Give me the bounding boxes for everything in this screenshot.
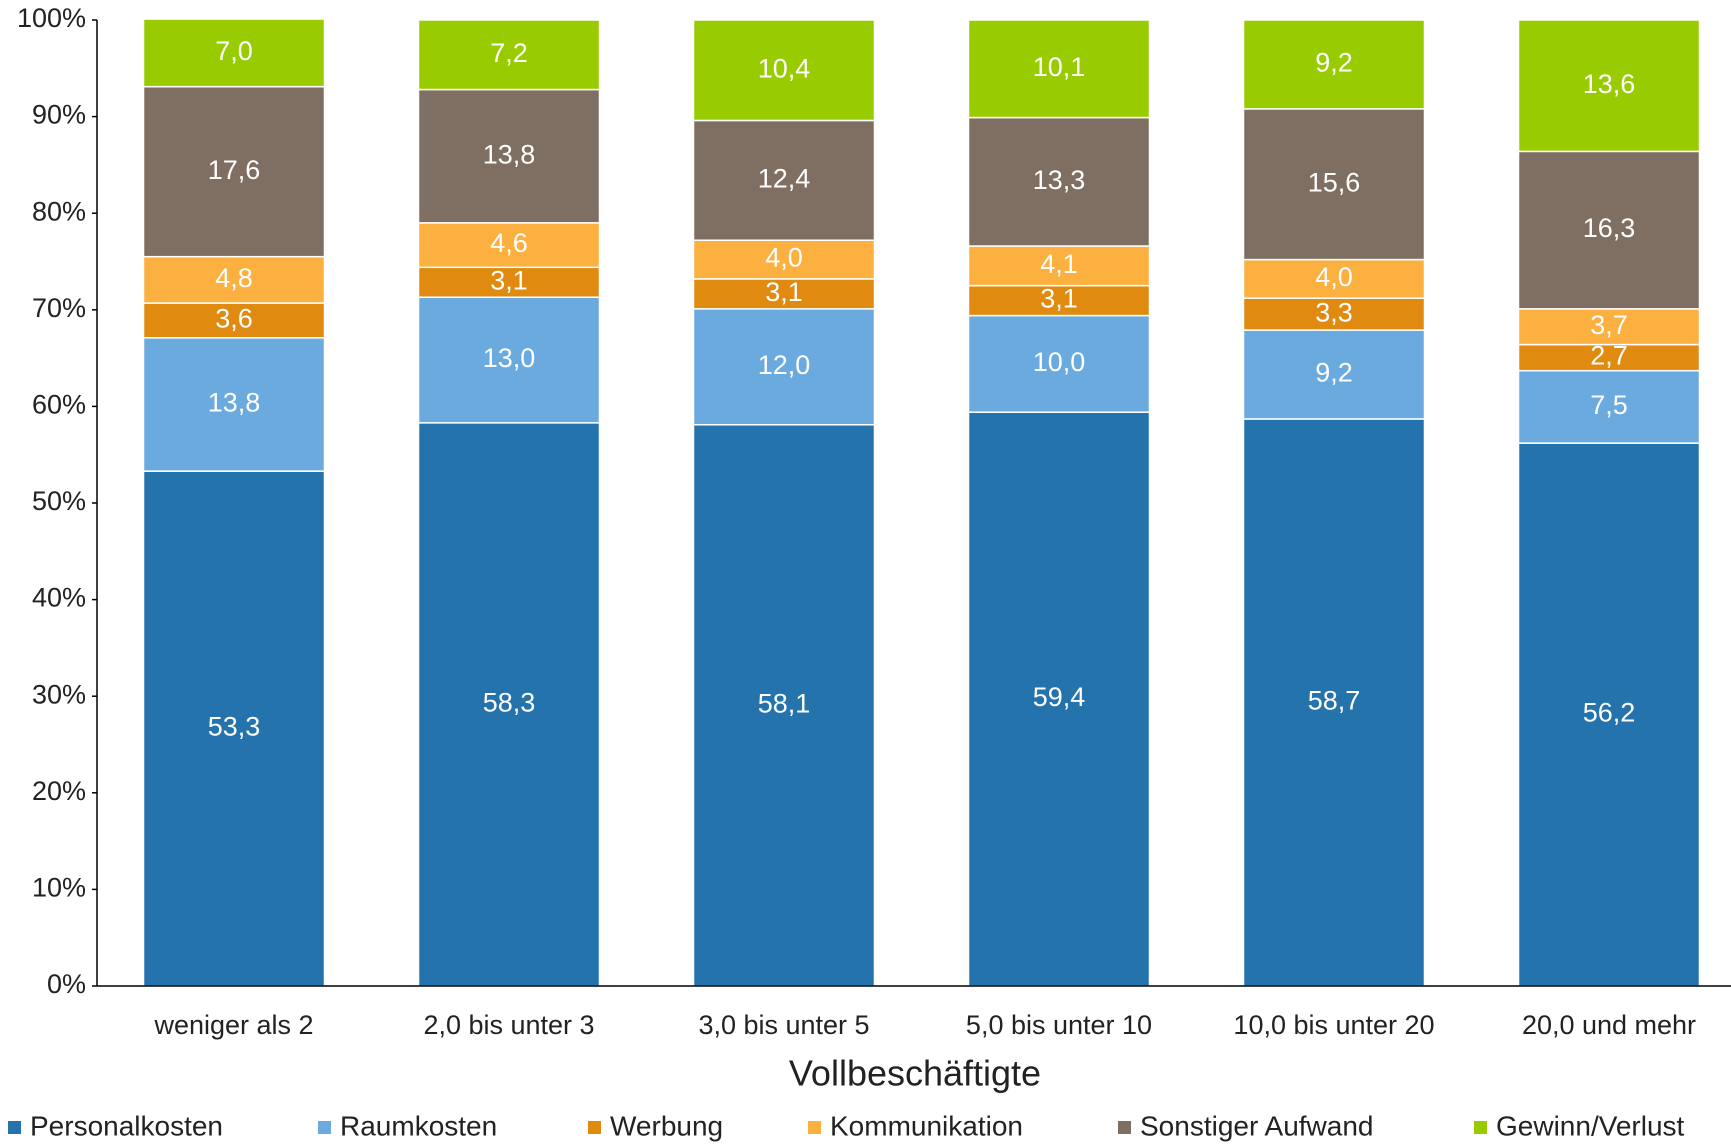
y-tick-label: 100%: [17, 3, 86, 33]
y-tick-label: 50%: [32, 486, 86, 516]
bar-segment: [1242, 19, 1426, 110]
bar-segment: [1517, 150, 1701, 310]
y-tick-label: 80%: [32, 196, 86, 226]
value-label: 10,4: [758, 53, 811, 83]
bar-segment: [1517, 343, 1701, 372]
value-label: 4,0: [765, 243, 803, 273]
x-tick-label: 2,0 bis unter 3: [423, 1010, 594, 1040]
value-label: 17,6: [208, 155, 261, 185]
value-label: 10,0: [1033, 347, 1086, 377]
value-label: 7,2: [490, 38, 528, 68]
x-tick-label: 20,0 und mehr: [1522, 1010, 1696, 1040]
bar-segment: [1242, 108, 1426, 261]
value-label: 13,8: [483, 139, 536, 169]
bar-segment: [692, 119, 876, 241]
bar-segment: [417, 88, 601, 224]
y-tick-label: 30%: [32, 679, 86, 709]
bar-segment: [692, 424, 876, 987]
value-label: 53,3: [208, 712, 261, 742]
bar-segment: [1517, 442, 1701, 987]
bar-segment: [1517, 369, 1701, 444]
value-label: 3,1: [1040, 284, 1078, 314]
legend-marker: [8, 1121, 21, 1134]
legend-marker: [808, 1121, 821, 1134]
value-label: 13,0: [483, 343, 536, 373]
value-label: 3,1: [490, 265, 528, 295]
bar-segment: [417, 222, 601, 269]
bar-segment: [142, 337, 326, 472]
bar-segment: [142, 470, 326, 987]
value-label: 4,8: [215, 263, 253, 293]
bar-segment: [417, 422, 601, 987]
value-label: 7,5: [1590, 390, 1628, 420]
y-tick-label: 40%: [32, 583, 86, 613]
legend-marker: [1474, 1121, 1487, 1134]
y-tick-label: 70%: [32, 293, 86, 323]
value-label: 13,3: [1033, 165, 1086, 195]
bar-segment: [967, 314, 1151, 413]
bar-segment: [1517, 19, 1701, 153]
value-label: 59,4: [1033, 682, 1086, 712]
bar-segment: [967, 19, 1151, 119]
legend-label: Gewinn/Verlust: [1496, 1110, 1685, 1141]
value-label: 12,4: [758, 163, 811, 193]
value-label: 4,0: [1315, 262, 1353, 292]
bar-segment: [1242, 258, 1426, 299]
value-label: 9,2: [1315, 358, 1353, 388]
value-label: 58,3: [483, 688, 536, 718]
legend-label: Personalkosten: [30, 1110, 223, 1141]
value-label: 3,7: [1590, 310, 1628, 340]
y-tick-label: 60%: [32, 390, 86, 420]
bar-segment: [142, 18, 326, 88]
legend-marker: [588, 1121, 601, 1134]
y-tick-label: 20%: [32, 776, 86, 806]
bar-segment: [692, 278, 876, 310]
bar-segment: [967, 116, 1151, 247]
value-label: 9,2: [1315, 48, 1353, 78]
y-tick-label: 10%: [32, 873, 86, 903]
value-label: 3,3: [1315, 297, 1353, 327]
value-label: 2,7: [1590, 341, 1628, 371]
value-label: 58,7: [1308, 686, 1361, 716]
bar-segment: [967, 411, 1151, 987]
value-label: 15,6: [1308, 167, 1361, 197]
value-label: 13,6: [1583, 69, 1636, 99]
bar-segment: [417, 19, 601, 91]
value-label: 7,0: [215, 36, 253, 66]
y-tick-label: 0%: [47, 969, 86, 999]
x-axis-title: Vollbeschäftigte: [789, 1053, 1041, 1094]
bar-segment: [142, 255, 326, 304]
legend-label: Sonstiger Aufwand: [1140, 1110, 1374, 1141]
value-label: 4,1: [1040, 249, 1078, 279]
legend-label: Kommunikation: [830, 1110, 1023, 1141]
value-label: 16,3: [1583, 213, 1636, 243]
value-label: 56,2: [1583, 698, 1636, 728]
x-tick-label: weniger als 2: [153, 1010, 313, 1040]
legend-marker: [1118, 1121, 1131, 1134]
x-tick-label: 5,0 bis unter 10: [966, 1010, 1152, 1040]
bar-segment: [1242, 297, 1426, 331]
bar-segment: [417, 296, 601, 424]
y-tick-label: 90%: [32, 100, 86, 130]
x-tick-label: 3,0 bis unter 5: [698, 1010, 869, 1040]
x-tick-label: 10,0 bis unter 20: [1233, 1010, 1434, 1040]
legend-marker: [318, 1121, 331, 1134]
value-label: 58,1: [758, 689, 811, 719]
bar-segment: [967, 245, 1151, 287]
value-label: 10,1: [1033, 52, 1086, 82]
bar-segment: [692, 19, 876, 122]
bar-segment: [692, 239, 876, 280]
value-label: 3,1: [765, 277, 803, 307]
legend-label: Werbung: [610, 1110, 723, 1141]
legend-label: Raumkosten: [340, 1110, 497, 1141]
value-label: 13,8: [208, 388, 261, 418]
value-label: 4,6: [490, 228, 528, 258]
value-label: 12,0: [758, 350, 811, 380]
value-label: 3,6: [215, 304, 253, 334]
bar-segment: [142, 85, 326, 258]
bar-segment: [142, 302, 326, 339]
